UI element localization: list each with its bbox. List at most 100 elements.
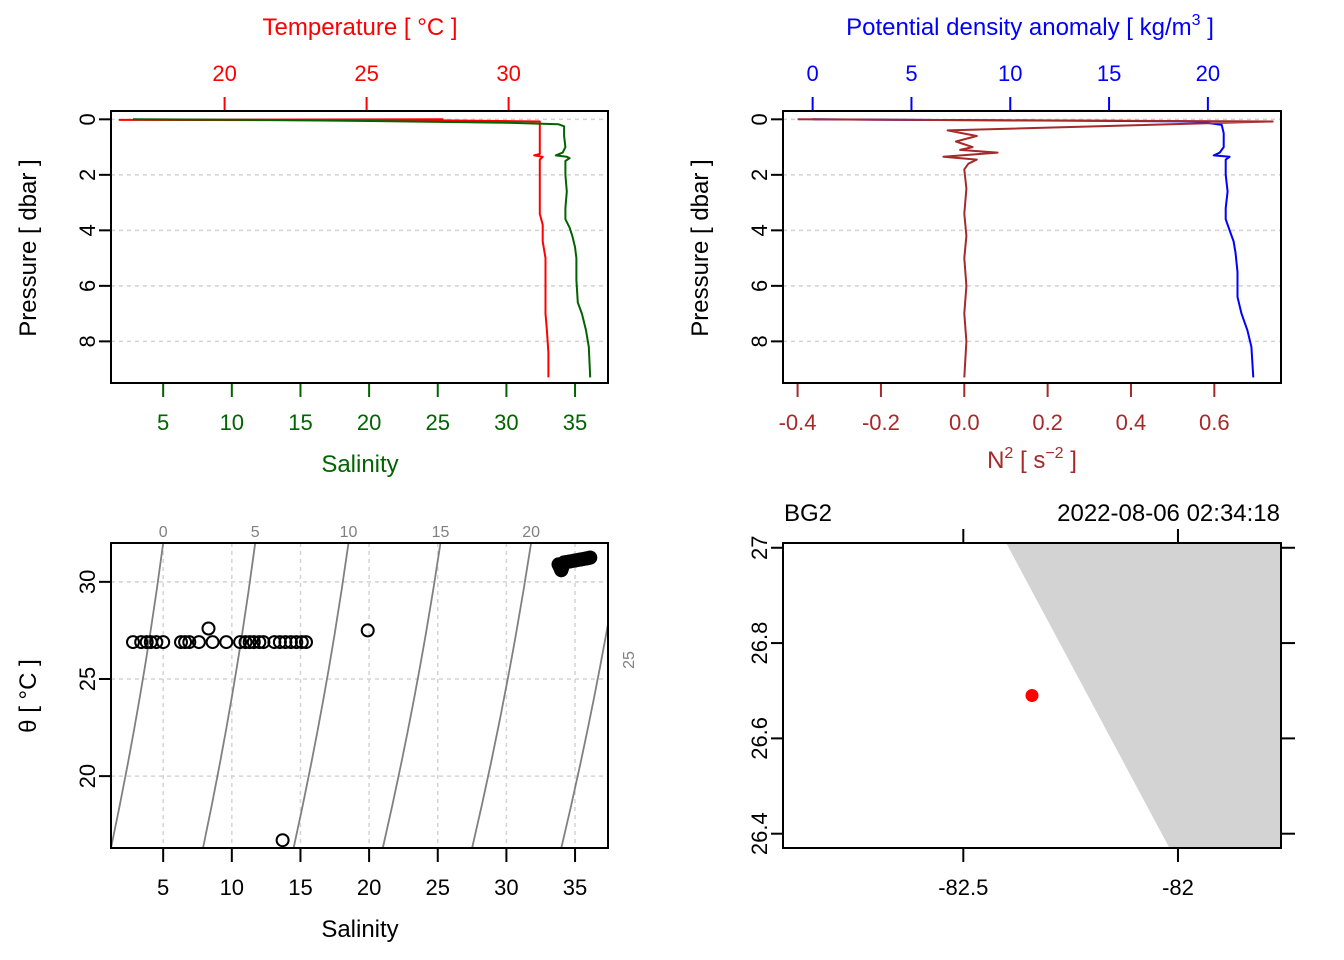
data-point-open bbox=[275, 833, 290, 848]
data-point-open bbox=[238, 635, 253, 650]
y-tick-label: 4 bbox=[747, 224, 772, 236]
pressure-axis-title: Pressure [ dbar ] bbox=[15, 159, 42, 336]
bottom-x-tick-label: -0.2 bbox=[862, 410, 900, 435]
isopycnal-label: 10 bbox=[340, 524, 358, 541]
panel-station-map: BG2 2022-08-06 02:34:18 -82.5 -82 26.4 26.6… bbox=[747, 500, 1295, 900]
bottom-x-tick-label: 5 bbox=[157, 410, 169, 435]
y-tick-label: 2 bbox=[75, 169, 100, 181]
y-tick-label: 0 bbox=[75, 113, 100, 125]
data-point-open bbox=[299, 635, 313, 650]
x-tick-label: 25 bbox=[426, 875, 450, 900]
series-line-potential-density-anomaly bbox=[812, 118, 1255, 378]
panel-temperature-salinity-profile: Temperature [ °C ] Salinity Pressure [ d… bbox=[15, 14, 609, 478]
station-marker bbox=[1025, 689, 1039, 702]
data-point-open bbox=[219, 635, 234, 650]
data-point-open bbox=[283, 635, 298, 650]
x-tick-label: 10 bbox=[220, 875, 244, 900]
top-x-tick-label: 10 bbox=[998, 61, 1022, 86]
data-point-open bbox=[191, 635, 206, 650]
series-line-salinity bbox=[132, 118, 592, 378]
data-point-open bbox=[156, 635, 171, 650]
x-tick-label: 5 bbox=[157, 875, 169, 900]
y-tick-label: 26.6 bbox=[747, 717, 772, 760]
data-point-open bbox=[149, 635, 164, 650]
data-point-open bbox=[252, 635, 267, 650]
y-tick-label: 8 bbox=[747, 335, 772, 347]
data-point-open bbox=[205, 635, 220, 650]
y-tick-label: 0 bbox=[747, 113, 772, 125]
data-point-open bbox=[246, 635, 261, 650]
bottom-x-tick-label: 30 bbox=[494, 410, 518, 435]
top-x-tick-label: 25 bbox=[354, 61, 378, 86]
series-line-n2 bbox=[797, 118, 1274, 378]
bottom-x-tick-label: 0.6 bbox=[1199, 410, 1230, 435]
top-x-tick-label: 20 bbox=[212, 61, 236, 86]
bottom-x-tick-label: 25 bbox=[426, 410, 450, 435]
plot-frame bbox=[110, 542, 609, 849]
bottom-x-tick-label: -0.4 bbox=[779, 410, 817, 435]
data-point-open bbox=[278, 635, 293, 650]
panel-density-n2-profile: Potential density anomaly [ kg/m3 ] N2 [… bbox=[687, 12, 1282, 474]
isopycnal-line bbox=[560, 618, 608, 848]
y-tick-label: 8 bbox=[75, 335, 100, 347]
bottom-x-tick-label: 0.4 bbox=[1116, 410, 1147, 435]
data-point-open bbox=[201, 621, 216, 636]
plot-frame bbox=[782, 542, 1282, 849]
bottom-x-tick-label: 20 bbox=[357, 410, 381, 435]
station-name: BG2 bbox=[784, 500, 832, 527]
isopycnal-line bbox=[202, 543, 257, 848]
x-tick-label: 20 bbox=[357, 875, 381, 900]
y-tick-label: 20 bbox=[75, 764, 100, 788]
data-point-open bbox=[233, 635, 248, 650]
isopycnal-line bbox=[111, 543, 165, 848]
n2-axis-title: N2 [ s−2 ] bbox=[987, 445, 1077, 474]
isopycnal-line bbox=[381, 543, 442, 848]
y-tick-label: 25 bbox=[75, 667, 100, 691]
y-tick-label: 6 bbox=[747, 280, 772, 292]
bottom-x-tick-label: 10 bbox=[220, 410, 244, 435]
station-timestamp: 2022-08-06 02:34:18 bbox=[1057, 500, 1280, 527]
x-tick-label: 35 bbox=[563, 875, 587, 900]
plot-frame bbox=[110, 110, 609, 384]
theta-axis-title: θ [ °C ] bbox=[15, 659, 42, 733]
x-tick-label: -82.5 bbox=[938, 875, 988, 900]
bottom-x-tick-label: 0.0 bbox=[949, 410, 980, 435]
y-tick-label: 26.4 bbox=[747, 812, 772, 855]
top-x-tick-label: 0 bbox=[807, 61, 819, 86]
top-x-tick-label: 30 bbox=[496, 61, 520, 86]
bottom-x-tick-label: 15 bbox=[288, 410, 312, 435]
panel-ts-diagram: Salinity θ [ °C ] 0 5 10 15 20 25 5 10 15 20 25 30… bbox=[15, 524, 638, 943]
isopycnal-label: 0 bbox=[159, 524, 168, 541]
pressure-axis-title: Pressure [ dbar ] bbox=[687, 159, 714, 336]
data-point-open bbox=[139, 635, 154, 650]
land-polygon bbox=[1006, 543, 1281, 848]
data-point-open bbox=[360, 623, 375, 638]
data-point-open bbox=[294, 635, 309, 650]
plot-frame bbox=[782, 110, 1282, 384]
isopycnal-line bbox=[471, 543, 532, 848]
x-tick-label: -82 bbox=[1162, 875, 1194, 900]
ts-salinity-axis-title: Salinity bbox=[321, 916, 398, 943]
bottom-x-tick-label: 35 bbox=[563, 410, 587, 435]
density-axis-title: Potential density anomaly [ kg/m3 ] bbox=[846, 12, 1214, 41]
temperature-axis-title: Temperature [ °C ] bbox=[263, 14, 458, 41]
top-x-tick-label: 20 bbox=[1196, 61, 1220, 86]
top-x-tick-label: 5 bbox=[905, 61, 917, 86]
y-tick-label: 30 bbox=[75, 570, 100, 594]
y-tick-label: 4 bbox=[75, 224, 100, 236]
y-tick-label: 2 bbox=[747, 169, 772, 181]
salinity-axis-title: Salinity bbox=[321, 451, 398, 478]
isopycnal-label: 20 bbox=[522, 524, 540, 541]
isopycnal-label: 15 bbox=[432, 524, 450, 541]
x-tick-label: 15 bbox=[288, 875, 312, 900]
isopycnal-line bbox=[292, 543, 350, 848]
bottom-x-tick-label: 0.2 bbox=[1032, 410, 1063, 435]
top-x-tick-label: 15 bbox=[1097, 61, 1121, 86]
data-point-filled bbox=[583, 550, 598, 565]
data-point-open bbox=[182, 635, 197, 650]
data-point-open bbox=[174, 635, 188, 650]
data-point-open bbox=[242, 635, 257, 650]
y-tick-label: 26.8 bbox=[747, 622, 772, 665]
data-point-open bbox=[126, 635, 140, 650]
